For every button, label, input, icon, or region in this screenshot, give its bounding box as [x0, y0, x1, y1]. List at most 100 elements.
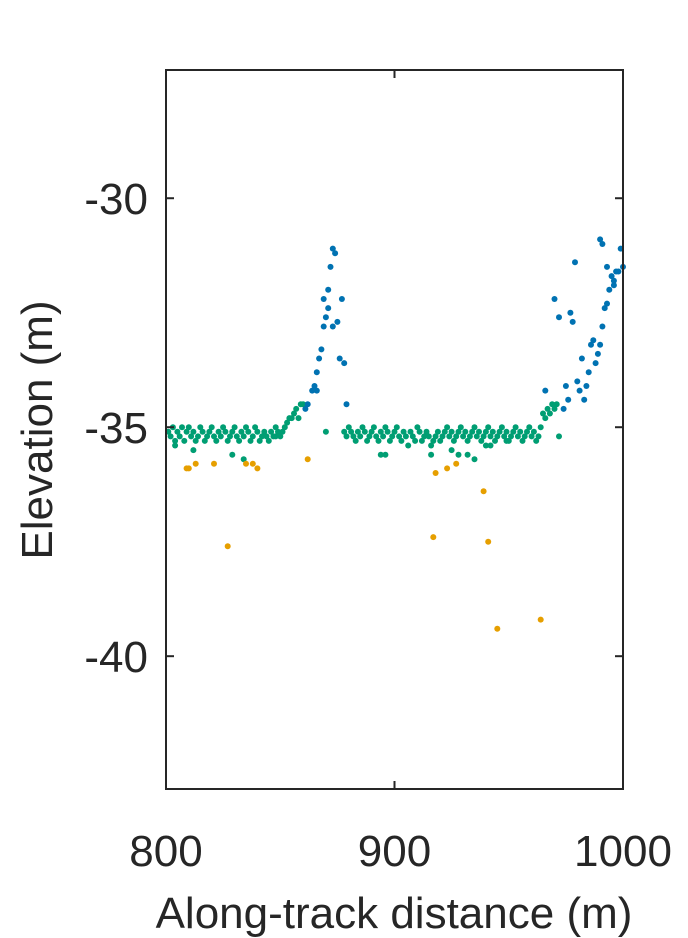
- x-tick-label-0: 800: [129, 827, 202, 876]
- data-point-s0-71: [352, 437, 359, 444]
- data-point-s1-28: [567, 309, 574, 316]
- data-point-s1-38: [590, 337, 597, 344]
- data-point-s2-3: [211, 460, 217, 467]
- data-point-s0-118: [460, 433, 467, 440]
- data-point-s1-49: [615, 268, 622, 275]
- data-point-s2-5: [243, 460, 249, 467]
- data-point-s0-148: [528, 433, 535, 440]
- data-point-s1-23: [551, 296, 558, 302]
- data-point-s0-62: [240, 456, 247, 463]
- data-point-s2-7: [254, 465, 261, 472]
- data-point-s1-32: [576, 387, 583, 394]
- data-point-s0-35: [245, 428, 252, 435]
- data-point-s0-47: [272, 424, 279, 431]
- data-point-s0-156: [546, 410, 553, 417]
- data-point-s0-163: [428, 451, 435, 458]
- data-point-s0-144: [519, 437, 526, 444]
- data-point-s0-115: [453, 433, 460, 440]
- data-point-s0-97: [412, 437, 419, 444]
- data-point-s1-39: [592, 360, 599, 367]
- data-point-s0-169: [487, 442, 494, 449]
- data-point-s0-75: [361, 428, 368, 435]
- data-point-s0-45: [268, 428, 275, 435]
- data-point-s0-120: [464, 437, 471, 444]
- data-point-s0-119: [462, 428, 469, 435]
- data-point-s0-54: [288, 415, 295, 422]
- data-point-s0-82: [377, 428, 384, 435]
- data-point-s0-108: [437, 437, 444, 444]
- data-point-s0-85: [384, 428, 391, 435]
- data-point-s1-42: [599, 323, 606, 330]
- data-point-s0-28: [229, 428, 236, 435]
- data-point-s2-13: [480, 488, 487, 495]
- data-point-s0-170: [503, 437, 510, 444]
- data-point-s1-17: [341, 360, 348, 367]
- data-point-s0-113: [448, 428, 455, 435]
- data-point-s0-38: [252, 424, 259, 431]
- data-point-s1-44: [604, 300, 610, 307]
- data-point-s0-18: [206, 428, 213, 435]
- data-point-s0-22: [215, 428, 222, 435]
- data-point-s0-96: [409, 433, 416, 440]
- data-point-s0-111: [444, 424, 451, 431]
- data-point-s1-54: [604, 263, 610, 270]
- data-point-s0-89: [393, 424, 400, 431]
- points-layer: [165, 236, 626, 632]
- data-point-s0-12: [192, 437, 199, 444]
- data-point-s0-11: [190, 428, 197, 435]
- data-point-s1-7: [320, 323, 327, 330]
- data-point-s2-9: [430, 534, 437, 541]
- data-point-s0-49: [277, 433, 284, 440]
- data-point-s1-55: [610, 282, 617, 289]
- data-point-s0-61: [229, 451, 236, 458]
- data-point-s0-48: [275, 428, 281, 435]
- data-point-s0-55: [291, 410, 297, 417]
- data-point-s0-50: [279, 428, 286, 435]
- data-point-s0-155: [544, 405, 551, 412]
- data-point-s0-137: [503, 428, 510, 435]
- data-point-s0-95: [407, 428, 414, 435]
- data-point-s0-152: [537, 424, 544, 431]
- data-point-s2-8: [304, 456, 311, 463]
- data-point-s0-145: [521, 433, 528, 440]
- data-point-s2-16: [537, 616, 544, 623]
- data-point-s0-69: [348, 428, 355, 435]
- data-point-s0-36: [247, 437, 254, 444]
- data-point-s0-79: [370, 424, 377, 431]
- data-point-s0-123: [471, 424, 478, 431]
- data-point-s0-86: [386, 437, 393, 444]
- data-point-s0-150: [533, 437, 540, 444]
- data-point-s0-77: [366, 433, 373, 440]
- data-point-s1-2: [309, 387, 316, 394]
- data-point-s0-3: [172, 437, 179, 444]
- data-point-s0-102: [423, 428, 430, 435]
- data-point-s1-37: [588, 341, 594, 348]
- data-point-s0-165: [455, 451, 462, 458]
- data-point-s0-6: [179, 424, 185, 431]
- data-point-s0-105: [430, 437, 437, 444]
- data-point-s0-143: [517, 428, 524, 435]
- x-axis-label: Along-track distance (m): [156, 889, 633, 938]
- data-point-s0-159: [553, 401, 560, 408]
- data-point-s0-166: [464, 451, 471, 458]
- ticks-layer: 800 900 1000 -30 -35 -40: [84, 70, 672, 876]
- data-point-s1-13: [332, 250, 339, 257]
- data-point-s0-126: [478, 437, 485, 444]
- data-point-s0-10: [188, 433, 195, 440]
- data-point-s0-139: [508, 433, 514, 440]
- data-point-s0-158: [551, 405, 558, 412]
- data-point-s0-56: [293, 405, 300, 412]
- x-tick-label-1: 900: [358, 827, 431, 876]
- data-point-s0-146: [524, 428, 530, 435]
- data-point-s0-72: [354, 428, 361, 435]
- data-point-s0-107: [434, 428, 441, 435]
- data-point-s0-160: [556, 433, 562, 440]
- data-point-s0-132: [492, 437, 498, 444]
- data-point-s0-90: [396, 433, 403, 440]
- data-point-s0-30: [233, 433, 240, 440]
- data-point-s0-81: [375, 437, 382, 444]
- data-point-s2-15: [494, 625, 501, 632]
- data-point-s0-103: [425, 433, 432, 440]
- data-point-s0-129: [485, 424, 492, 431]
- data-point-s1-9: [322, 314, 329, 321]
